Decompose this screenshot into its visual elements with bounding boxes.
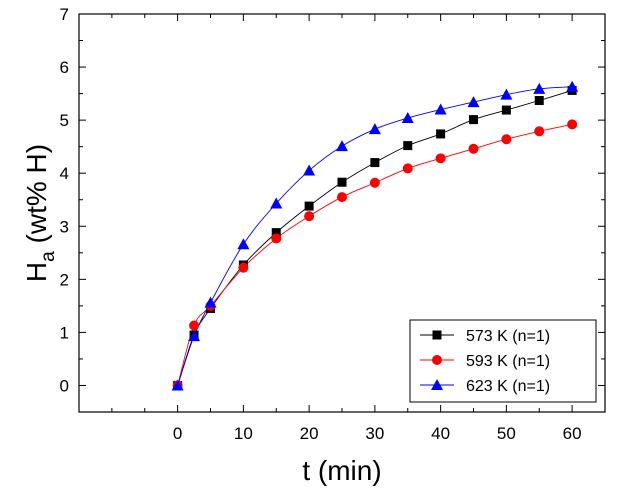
legend-marker	[432, 330, 442, 340]
legend-label: 573 K (n=1)	[466, 328, 550, 345]
data-point	[401, 112, 414, 124]
data-point	[271, 228, 281, 238]
y-axis-title-text: Ha (wt% H)	[21, 144, 59, 282]
data-point	[403, 141, 413, 151]
data-point	[368, 123, 381, 135]
x-tick-label: 30	[365, 424, 384, 443]
data-point	[271, 233, 282, 244]
data-point	[402, 163, 413, 174]
data-point	[304, 201, 314, 211]
data-point	[533, 82, 546, 94]
data-point	[435, 153, 446, 164]
data-point	[469, 115, 478, 125]
data-point	[337, 192, 347, 203]
x-tick-label: 50	[497, 424, 516, 443]
x-axis-title: t (min)	[302, 455, 381, 486]
data-point	[567, 119, 578, 130]
data-point	[238, 262, 249, 273]
legend: 573 K (n=1) 593 K (n=1) 623 K (n=1)	[409, 319, 597, 403]
x-tick-label: 20	[300, 424, 319, 443]
data-point	[188, 330, 201, 342]
legend-marker	[432, 355, 442, 365]
data-point	[369, 177, 380, 188]
y-axis-title-subscript: a	[38, 251, 59, 262]
data-point	[501, 134, 512, 145]
y-tick-label: 0	[60, 376, 69, 395]
legend-label: 593 K (n=1)	[466, 353, 550, 370]
data-point	[434, 103, 447, 115]
data-point	[237, 238, 250, 250]
data-point	[337, 177, 347, 187]
y-tick-label: 3	[60, 217, 69, 236]
data-point	[534, 126, 545, 137]
y-tick-label: 5	[60, 111, 69, 130]
y-axis-title: Ha (wt% H)	[21, 144, 59, 282]
legend-items: 573 K (n=1) 593 K (n=1) 623 K (n=1)	[420, 328, 550, 395]
data-point	[501, 105, 511, 115]
data-point	[189, 320, 200, 331]
y-axis-title-rest: (wt% H)	[21, 144, 52, 251]
y-tick-label: 4	[60, 164, 69, 183]
y-tick-label: 2	[60, 270, 69, 289]
x-tick-label: 40	[431, 424, 450, 443]
x-tick-label: 10	[234, 424, 253, 443]
x-tick-label: 0	[173, 424, 182, 443]
data-point	[304, 211, 315, 222]
data-point	[500, 88, 513, 100]
data-point	[566, 80, 579, 92]
data-point	[336, 140, 348, 152]
axis-ticks: 0 10 20 30 40 50 60 0 1 2 3 4 5 6 7	[60, 5, 606, 443]
y-tick-label: 6	[60, 58, 69, 77]
data-point	[436, 129, 446, 139]
y-axis-title-main: H	[21, 262, 52, 282]
series-markers	[171, 80, 579, 391]
data-point	[467, 96, 480, 108]
x-tick-label: 60	[563, 424, 582, 443]
data-point	[534, 95, 544, 105]
data-point	[303, 164, 316, 176]
series-points-623k	[171, 80, 579, 391]
data-point	[468, 143, 479, 154]
data-point	[171, 379, 184, 391]
legend-label: 623 K (n=1)	[466, 378, 550, 395]
legend-marker	[431, 379, 443, 390]
data-point	[204, 296, 217, 308]
data-point	[370, 158, 380, 168]
y-tick-label: 7	[60, 5, 69, 24]
data-point	[270, 197, 283, 209]
y-tick-label: 1	[60, 323, 69, 342]
